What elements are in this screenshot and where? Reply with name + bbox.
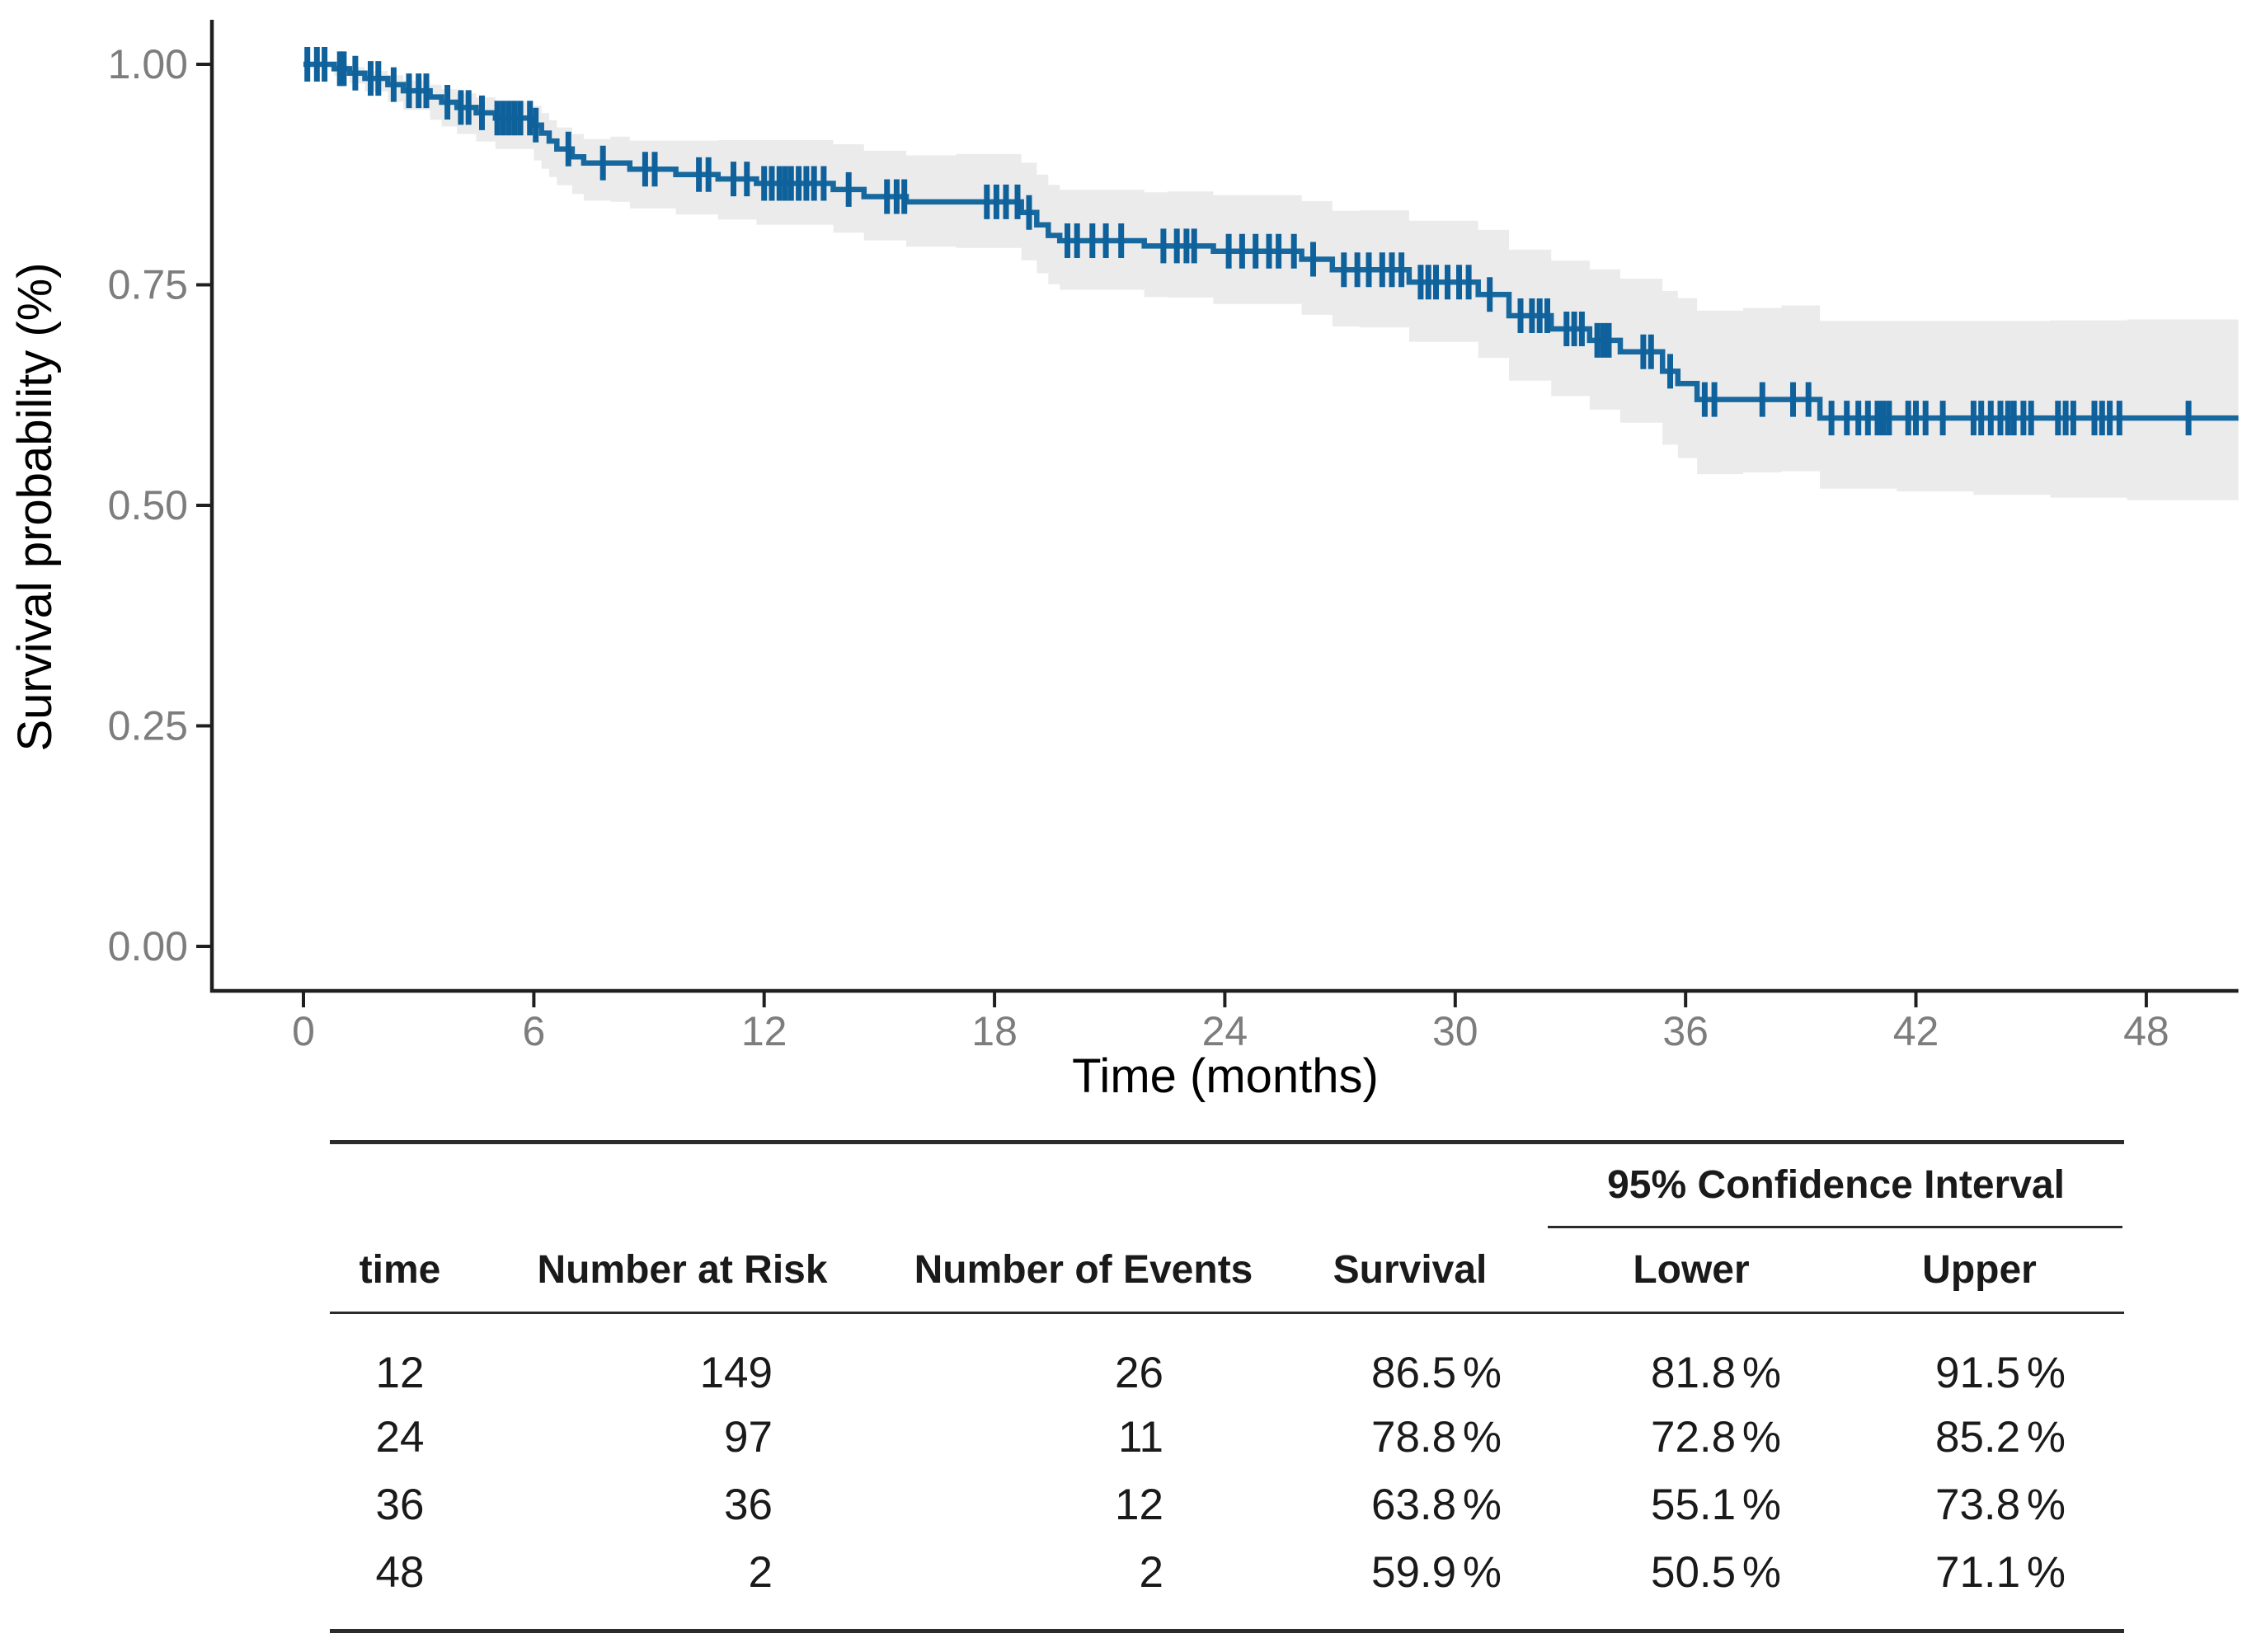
- col-header-risk: Number at Risk: [537, 1247, 828, 1292]
- y-tick-label: 0.75: [108, 262, 188, 308]
- axes: [209, 20, 2239, 993]
- cell-events: 2: [1139, 1547, 1163, 1597]
- cell-lower: 81.8 %: [1650, 1348, 1781, 1397]
- cell-time: 12: [375, 1348, 425, 1397]
- cell-survival: 63.8 %: [1370, 1480, 1502, 1529]
- cell-survival: 59.9 %: [1370, 1547, 1502, 1597]
- x-tick-label: 30: [1432, 1008, 1478, 1054]
- cell-upper: 73.8 %: [1934, 1480, 2066, 1529]
- col-header-events: Number of Events: [914, 1247, 1253, 1292]
- cell-time: 24: [375, 1412, 425, 1462]
- censor-marks: [304, 47, 2192, 436]
- y-tick-label: 1.00: [108, 41, 188, 87]
- x-tick-label: 36: [1662, 1008, 1709, 1054]
- table-rule-header: [330, 1312, 2124, 1314]
- col-header-lower: Lower: [1633, 1247, 1750, 1292]
- table-row: 36 36 12 63.8 % 55.1 % 73.8 %: [330, 1479, 2124, 1530]
- table-header-row: time Number at Risk Number of Events Sur…: [330, 1244, 2124, 1295]
- cell-lower: 72.8 %: [1650, 1412, 1781, 1462]
- cell-events: 26: [1115, 1348, 1163, 1397]
- survival-plot: 0 6 12 18 24 30 36 42 48 0.00 0.25 0.50 0.75 1.00 Ti…: [8, 20, 2239, 1103]
- table-rule-top: [330, 1140, 2124, 1144]
- x-tick-label: 42: [1893, 1008, 1939, 1054]
- cell-lower: 50.5 %: [1650, 1547, 1781, 1597]
- cell-events: 11: [1117, 1412, 1163, 1462]
- cell-risk: 97: [724, 1412, 773, 1462]
- col-header-time: time: [359, 1247, 441, 1292]
- x-tick-label: 6: [522, 1008, 545, 1054]
- cell-time: 48: [375, 1547, 425, 1597]
- cell-survival: 78.8 %: [1370, 1412, 1502, 1462]
- y-axis-ticks: 0.00 0.25 0.50 0.75 1.00: [108, 41, 210, 969]
- cell-lower: 55.1 %: [1650, 1480, 1781, 1529]
- col-header-survival: Survival: [1333, 1247, 1488, 1292]
- cell-upper: 85.2 %: [1934, 1412, 2066, 1462]
- table-row: 24 97 11 78.8 % 72.8 % 85.2 %: [330, 1411, 2124, 1462]
- table-rule-spanner: [1548, 1226, 2122, 1228]
- cell-upper: 91.5 %: [1934, 1348, 2066, 1397]
- x-tick-label: 12: [741, 1008, 787, 1054]
- cell-upper: 71.1 %: [1934, 1547, 2066, 1597]
- table-row: 48 2 2 59.9 % 50.5 % 71.1 %: [330, 1546, 2124, 1598]
- cell-survival: 86.5 %: [1370, 1348, 1502, 1397]
- table-rule-bottom: [330, 1629, 2124, 1633]
- x-axis-title: Time (months): [1072, 1049, 1379, 1103]
- x-tick-label: 48: [2123, 1008, 2169, 1054]
- y-tick-label: 0.00: [108, 923, 188, 969]
- cell-risk: 36: [724, 1480, 773, 1529]
- cell-events: 12: [1115, 1480, 1163, 1529]
- x-tick-label: 18: [971, 1008, 1018, 1054]
- x-tick-label: 0: [292, 1008, 315, 1054]
- risk-summary-table: 95% Confidence Interval time Number at R…: [330, 1134, 2124, 1639]
- y-axis-title: Survival probability (%): [8, 262, 62, 751]
- x-tick-label: 24: [1202, 1008, 1248, 1054]
- ci-spanner-header: 95% Confidence Interval: [1607, 1162, 2065, 1207]
- table-row: 12 149 26 86.5 % 81.8 % 91.5 %: [330, 1347, 2124, 1398]
- confidence-band: [303, 64, 2239, 500]
- col-header-upper: Upper: [1922, 1247, 2037, 1292]
- x-axis-ticks: 0 6 12 18 24 30 36 42 48: [292, 993, 2169, 1054]
- cell-risk: 2: [748, 1547, 773, 1597]
- y-tick-label: 0.50: [108, 482, 188, 528]
- cell-risk: 149: [699, 1348, 773, 1397]
- y-tick-label: 0.25: [108, 703, 188, 749]
- cell-time: 36: [375, 1480, 425, 1529]
- survival-curve: [303, 61, 2239, 421]
